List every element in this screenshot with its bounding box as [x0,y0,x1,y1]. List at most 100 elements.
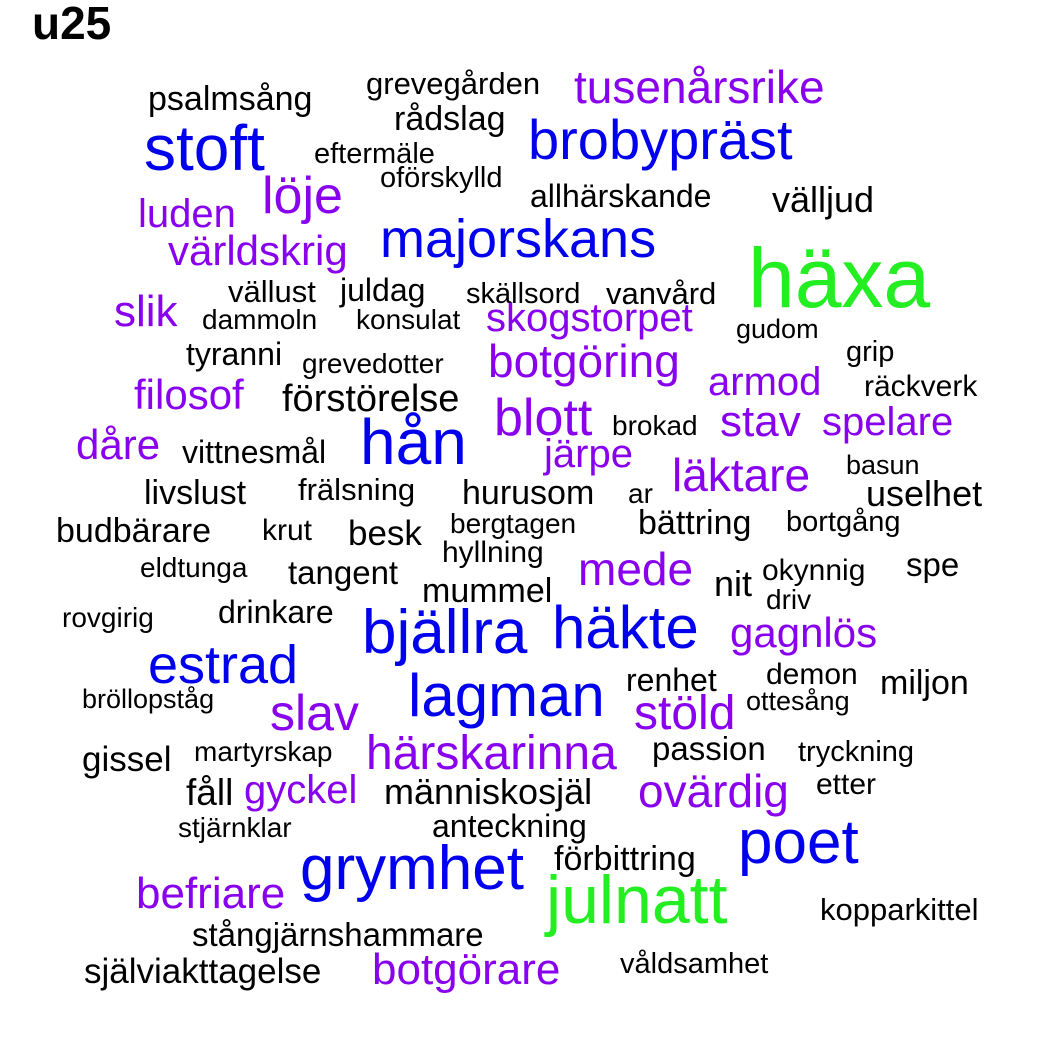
word-blott: blott [494,389,593,447]
word-dare: dåre [76,421,161,468]
word-gissel: gissel [82,740,172,779]
word-valdsamhet: våldsamhet [620,948,769,980]
word-poet: poet [738,808,859,877]
word-skogstorpet: skogstorpet [486,296,693,340]
word-sjalviakttagelse: själviakttagelse [84,952,322,991]
word-slav: slav [270,685,359,741]
word-dammoln: dammoln [202,304,318,335]
word-kopparkittel: kopparkittel [820,892,979,927]
word-etter: etter [816,768,877,801]
word-botgorare: botgörare [372,945,561,994]
word-han: hån [360,406,467,478]
word-botgoring: botgöring [488,335,680,387]
word-rackverk: räckverk [864,370,978,403]
word-tyranni: tyranni [186,336,283,372]
word-stoft: stoft [144,112,265,184]
word-besk: besk [348,514,422,553]
word-manniskosjal: människosjäl [384,771,593,812]
word-luden: luden [138,192,236,236]
cloud-title: u25 [32,0,112,49]
word-stjarnklar: stjärnklar [178,812,292,843]
word-laktare: läktare [672,449,811,501]
word-stangjarnshammare: stångjärnshammare [192,916,484,953]
word-ottesang: ottesång [746,686,850,716]
word-forstorelse: förstörelse [282,378,460,420]
word-radslag: rådslag [394,100,506,138]
word-rovgirig: rovgirig [62,602,154,633]
word-tusenarsrike: tusenårsrike [574,61,825,113]
word-fall: fåll [186,772,234,813]
word-hakte: häkte [552,594,699,661]
word-gudom: gudom [736,314,819,344]
word-passion: passion [652,730,766,767]
word-hyllning: hyllning [442,536,544,569]
word-battring: bättring [638,504,752,542]
word-lagman: lagman [408,662,605,729]
word-stav: stav [720,397,801,446]
word-valljud: välljud [772,179,875,220]
word-bergtagen: bergtagen [450,508,577,539]
word-bortgang: bortgång [786,506,901,538]
word-bjallra: bjällra [362,598,528,667]
word-grevedotter: grevedotter [302,348,444,379]
word-oforskylld: oförskylld [380,162,503,194]
word-harskarinna: härskarinna [366,727,617,780]
word-estrad: estrad [148,635,299,695]
word-forbittring: förbittring [554,840,696,878]
word-ovardig: ovärdig [638,765,789,817]
word-julnatt: julnatt [546,862,728,938]
word-nit: nit [714,563,753,604]
word-drinkare: drinkare [218,594,334,630]
word-slik: slik [114,287,178,336]
word-krut: krut [262,514,313,547]
word-haxa: häxa [748,231,931,325]
word-tryckning: tryckning [798,736,915,768]
word-stold: stöld [634,687,736,740]
word-mummel: mummel [422,572,553,610]
word-budbarare: budbärare [56,512,212,550]
word-ar: ar [628,478,653,509]
word-befriare: befriare [136,869,286,918]
word-anteckning: anteckning [432,808,587,844]
word-grip: grip [846,336,895,368]
word-brokad: brokad [612,410,698,441]
word-vittnesmal: vittnesmål [182,434,327,470]
word-driv: driv [766,584,812,615]
word-hurusom: hurusom [462,474,595,512]
word-mede: mede [578,543,694,595]
word-filosof: filosof [134,371,244,418]
word-konsulat: konsulat [356,304,461,335]
word-okynnig: okynnig [762,554,866,587]
word-eldtunga: eldtunga [140,552,248,583]
word-eftermale: eftermäle [314,138,435,170]
word-livslust: livslust [144,474,247,512]
word-gyckel: gyckel [244,768,358,812]
word-fralsning: frälsning [298,472,416,507]
word-skallsord: skällsord [466,278,581,310]
word-jarpe: järpe [544,432,633,476]
word-loje: löje [262,167,343,225]
word-grevegarden: grevegården [366,66,541,101]
word-demon: demon [766,658,858,691]
word-grymhet: grymhet [300,834,524,903]
word-basun: basun [846,450,920,480]
word-majorskans: majorskans [380,209,657,269]
word-brollopstag: bröllopståg [82,684,215,714]
word-renhet: renhet [626,662,717,698]
word-allharskande: allhärskande [530,178,712,214]
word-vanvard: vanvård [606,276,717,311]
word-vallust: vällust [228,274,316,309]
word-armod: armod [708,360,822,404]
word-spe: spe [906,546,960,583]
word-spelare: spelare [822,400,954,444]
word-psalmsang: psalmsång [148,80,313,118]
word-uselhet: uselhet [866,473,983,514]
word-tangent: tangent [288,554,399,591]
word-gagnlos: gagnlös [730,609,878,656]
word-varldskrig: världskrig [168,227,348,274]
word-brobyprast: brobypräst [528,108,793,171]
word-juldag: juldag [340,272,426,308]
word-martyrskap: martyrskap [194,736,333,767]
word-miljon: miljon [880,664,969,702]
